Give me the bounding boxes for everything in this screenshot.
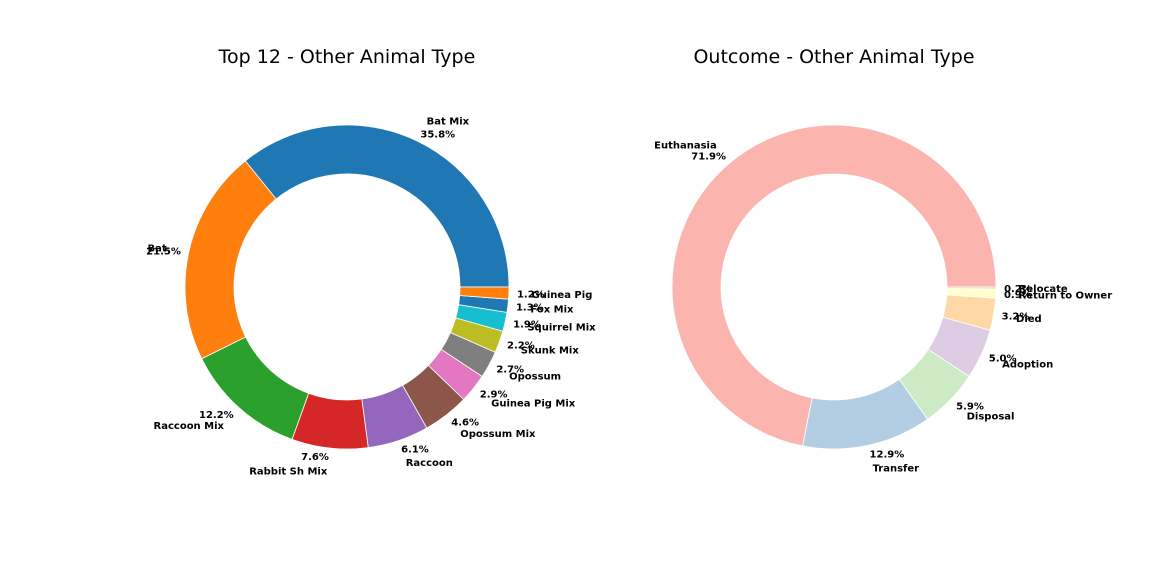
chart-top12-animal-type: Top 12 - Other Animal Type 35.8% Bat Mix 2… (146, 46, 596, 478)
pct-label-raccoon-mix: 12.2% (199, 410, 234, 421)
pct-label-opossum-mix: 4.6% (451, 417, 479, 428)
pct-label-disposal: 5.9% (956, 401, 984, 412)
donut-slice-euthanasia (671, 124, 997, 447)
pct-label-skunk-mix: 2.2% (507, 341, 535, 352)
pct-label-return-to-owner: 0.9% (1004, 290, 1032, 301)
pct-label-guinea-pig: 1.2% (517, 289, 545, 300)
pct-label-euthanasia: 71.9% (691, 152, 726, 163)
donut-slice-guinea-pig (459, 286, 510, 300)
slice-label-adoption: Adoption (1002, 360, 1053, 371)
pct-label-rabbit-sh-mix: 7.6% (301, 452, 329, 463)
pct-label-died: 3.2% (1002, 312, 1030, 323)
slice-label-euthanasia: Euthanasia (654, 140, 717, 151)
donut-slice-relocate (946, 286, 997, 290)
pct-label-relocate: 0.2% (1004, 284, 1032, 295)
slice-label-guinea-pig-mix: Guinea Pig Mix (491, 398, 576, 409)
donut-labels: 35.8% Bat Mix 21.5%Bat 12.2%Raccoon Mix 7.6%… (146, 116, 596, 477)
donut-slice-bat-mix (244, 124, 510, 288)
slice-label-fox-mix: Fox Mix (530, 304, 574, 315)
slice-label-rabbit-sh-mix: Rabbit Sh Mix (249, 467, 328, 478)
chart-title: Outcome - Other Animal Type (693, 46, 974, 68)
pct-label-bat-mix: 35.8% (420, 130, 455, 141)
pct-label-raccoon: 6.1% (401, 444, 429, 455)
chart-outcome-animal-type: Outcome - Other Animal Type 71.9%Euthana… (654, 46, 1112, 475)
pct-label-adoption: 5.0% (989, 353, 1017, 364)
slice-label-disposal: Disposal (967, 412, 1015, 423)
slice-label-opossum: Opossum (509, 371, 561, 382)
pct-label-opossum: 2.7% (496, 364, 524, 375)
pct-label-transfer: 12.9% (870, 449, 905, 460)
slice-label-guinea-pig: Guinea Pig (532, 290, 593, 301)
slice-label-squirrel-mix: Squirrel Mix (527, 323, 596, 334)
chart-title: Top 12 - Other Animal Type (218, 46, 476, 68)
pct-label-squirrel-mix: 1.9% (513, 320, 541, 331)
slice-label-transfer: Transfer (873, 464, 920, 475)
donut-labels: 71.9%Euthanasia 12.9% Transfer 5.9%Disposal… (654, 140, 1112, 474)
slice-label-died: Died (1016, 314, 1042, 325)
slice-label-bat-mix: Bat Mix (427, 116, 470, 127)
slice-label-return-to-owner: Return to Owner (1019, 291, 1113, 302)
slice-label-raccoon-mix: Raccoon Mix (154, 421, 225, 432)
slice-label-skunk-mix: Skunk Mix (521, 346, 580, 357)
pct-label-fox-mix: 1.3% (516, 303, 544, 314)
slice-label-relocate: Relocate (1019, 284, 1068, 295)
pct-label-bat: 21.5% (146, 246, 181, 257)
donut-slice-bat (184, 160, 277, 360)
slice-label-raccoon: Raccoon (406, 458, 453, 469)
donut-slices (671, 124, 997, 450)
pct-label-guinea-pig-mix: 2.9% (480, 389, 508, 400)
donut-slices (184, 124, 510, 450)
slice-label-bat: Bat (147, 243, 166, 254)
slice-label-opossum-mix: Opossum Mix (460, 429, 536, 440)
